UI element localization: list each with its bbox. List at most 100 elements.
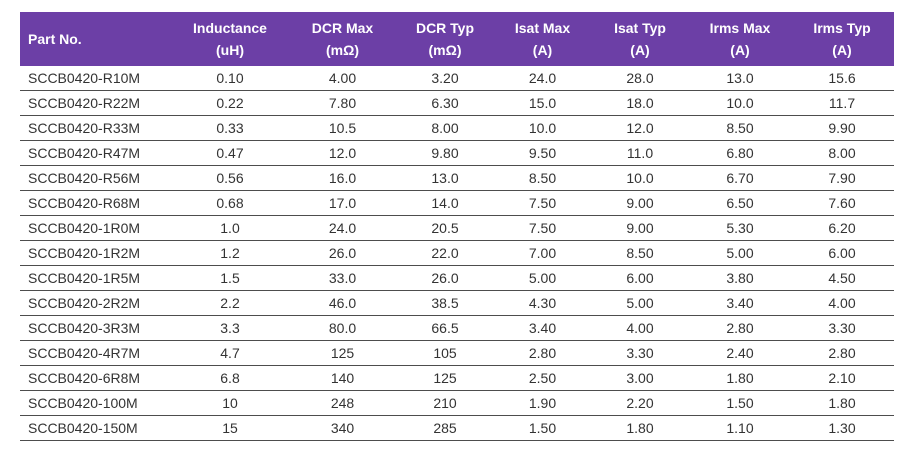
value-cell: 3.80 (690, 265, 790, 291)
value-cell: 13.0 (395, 165, 495, 191)
table-row: SCCB0420-2R2M 2.2 46.0 38.5 4.30 5.00 3.40 4.00 (20, 290, 894, 316)
column-header-label: Isat Typ (614, 20, 666, 36)
value-cell: 3.40 (495, 315, 590, 341)
value-cell: 9.00 (590, 215, 690, 241)
part-no-cell: SCCB0420-3R3M (20, 315, 170, 341)
value-cell: 125 (395, 365, 495, 391)
value-cell: 26.0 (290, 240, 395, 266)
value-cell: 0.68 (170, 190, 290, 216)
value-cell: 3.00 (590, 365, 690, 391)
value-cell: 18.0 (590, 90, 690, 116)
part-no-cell: SCCB0420-R10M (20, 66, 170, 91)
value-cell: 5.00 (495, 265, 590, 291)
spec-table-body: SCCB0420-R10M 0.10 4.00 3.20 24.0 28.0 13.0 15.… (20, 66, 894, 441)
table-row: SCCB0420-R47M 0.47 12.0 9.80 9.50 11.0 6.80 8.0… (20, 140, 894, 166)
value-cell: 8.50 (690, 115, 790, 141)
value-cell: 10.0 (590, 165, 690, 191)
column-header: Inductance (uH) (170, 12, 290, 66)
value-cell: 1.80 (790, 390, 894, 416)
column-header-unit: (A) (532, 42, 553, 58)
value-cell: 2.20 (590, 390, 690, 416)
table-row: SCCB0420-6R8M 6.8 140 125 2.50 3.00 1.80 2.10 (20, 365, 894, 391)
value-cell: 0.47 (170, 140, 290, 166)
column-header-label: DCR Max (311, 20, 374, 36)
value-cell: 0.22 (170, 90, 290, 116)
value-cell: 7.80 (290, 90, 395, 116)
value-cell: 9.00 (590, 190, 690, 216)
table-row: SCCB0420-150M 15 340 285 1.50 1.80 1.10 1.30 (20, 415, 894, 441)
value-cell: 4.00 (290, 66, 395, 91)
value-cell: 1.50 (495, 415, 590, 441)
value-cell: 2.40 (690, 340, 790, 366)
inductor-spec-table: Part No. Inductance (uH) DCR Max (mΩ) DCR Typ… (20, 12, 894, 441)
table-row: SCCB0420-1R0M 1.0 24.0 20.5 7.50 9.00 5.30 6.20 (20, 215, 894, 241)
value-cell: 3.40 (690, 290, 790, 316)
value-cell: 66.5 (395, 315, 495, 341)
column-header-unit: (A) (832, 42, 852, 58)
value-cell: 1.2 (170, 240, 290, 266)
column-header-label: Irms Max (709, 20, 771, 36)
value-cell: 8.50 (590, 240, 690, 266)
value-cell: 1.30 (790, 415, 894, 441)
value-cell: 210 (395, 390, 495, 416)
value-cell: 12.0 (590, 115, 690, 141)
table-row: SCCB0420-R56M 0.56 16.0 13.0 8.50 10.0 6.70 7.9… (20, 165, 894, 191)
value-cell: 22.0 (395, 240, 495, 266)
value-cell: 7.00 (495, 240, 590, 266)
value-cell: 285 (395, 415, 495, 441)
table-row: SCCB0420-R68M 0.68 17.0 14.0 7.50 9.00 6.50 7.6… (20, 190, 894, 216)
value-cell: 1.80 (590, 415, 690, 441)
value-cell: 11.0 (590, 140, 690, 166)
value-cell: 14.0 (395, 190, 495, 216)
value-cell: 0.10 (170, 66, 290, 91)
value-cell: 13.0 (690, 66, 790, 91)
value-cell: 8.00 (395, 115, 495, 141)
value-cell: 12.0 (290, 140, 395, 166)
column-header-label: Isat Max (514, 20, 571, 36)
column-header-label: Part No. (28, 31, 82, 47)
value-cell: 6.70 (690, 165, 790, 191)
value-cell: 6.30 (395, 90, 495, 116)
value-cell: 24.0 (290, 215, 395, 241)
column-header: Irms Typ (A) (790, 12, 894, 66)
value-cell: 2.2 (170, 290, 290, 316)
part-no-cell: SCCB0420-100M (20, 390, 170, 416)
value-cell: 1.10 (690, 415, 790, 441)
value-cell: 46.0 (290, 290, 395, 316)
column-header-unit: (uH) (216, 42, 244, 58)
column-header: Irms Max (A) (690, 12, 790, 66)
value-cell: 1.90 (495, 390, 590, 416)
value-cell: 38.5 (395, 290, 495, 316)
part-no-cell: SCCB0420-R56M (20, 165, 170, 191)
part-no-cell: SCCB0420-1R0M (20, 215, 170, 241)
value-cell: 7.90 (790, 165, 894, 191)
value-cell: 10 (170, 390, 290, 416)
value-cell: 7.50 (495, 215, 590, 241)
value-cell: 6.00 (590, 265, 690, 291)
value-cell: 28.0 (590, 66, 690, 91)
part-no-cell: SCCB0420-150M (20, 415, 170, 441)
column-header-unit: (mΩ) (326, 42, 359, 58)
value-cell: 4.00 (790, 290, 894, 316)
column-header-unit: (A) (730, 42, 750, 58)
value-cell: 7.60 (790, 190, 894, 216)
part-no-cell: SCCB0420-1R2M (20, 240, 170, 266)
value-cell: 5.30 (690, 215, 790, 241)
table-row: SCCB0420-3R3M 3.3 80.0 66.5 3.40 4.00 2.80 3.30 (20, 315, 894, 341)
value-cell: 8.50 (495, 165, 590, 191)
value-cell: 3.30 (790, 315, 894, 341)
part-no-cell: SCCB0420-1R5M (20, 265, 170, 291)
value-cell: 80.0 (290, 315, 395, 341)
spec-table-header: Part No. Inductance (uH) DCR Max (mΩ) DCR Typ… (20, 12, 894, 66)
table-row: SCCB0420-R33M 0.33 10.5 8.00 10.0 12.0 8.50 9.9… (20, 115, 894, 141)
value-cell: 340 (290, 415, 395, 441)
column-header: DCR Max (mΩ) (290, 12, 395, 66)
value-cell: 16.0 (290, 165, 395, 191)
value-cell: 2.50 (495, 365, 590, 391)
column-header: DCR Typ (mΩ) (395, 12, 495, 66)
part-no-cell: SCCB0420-R68M (20, 190, 170, 216)
value-cell: 5.00 (590, 290, 690, 316)
value-cell: 15.6 (790, 66, 894, 91)
value-cell: 0.56 (170, 165, 290, 191)
value-cell: 6.8 (170, 365, 290, 391)
